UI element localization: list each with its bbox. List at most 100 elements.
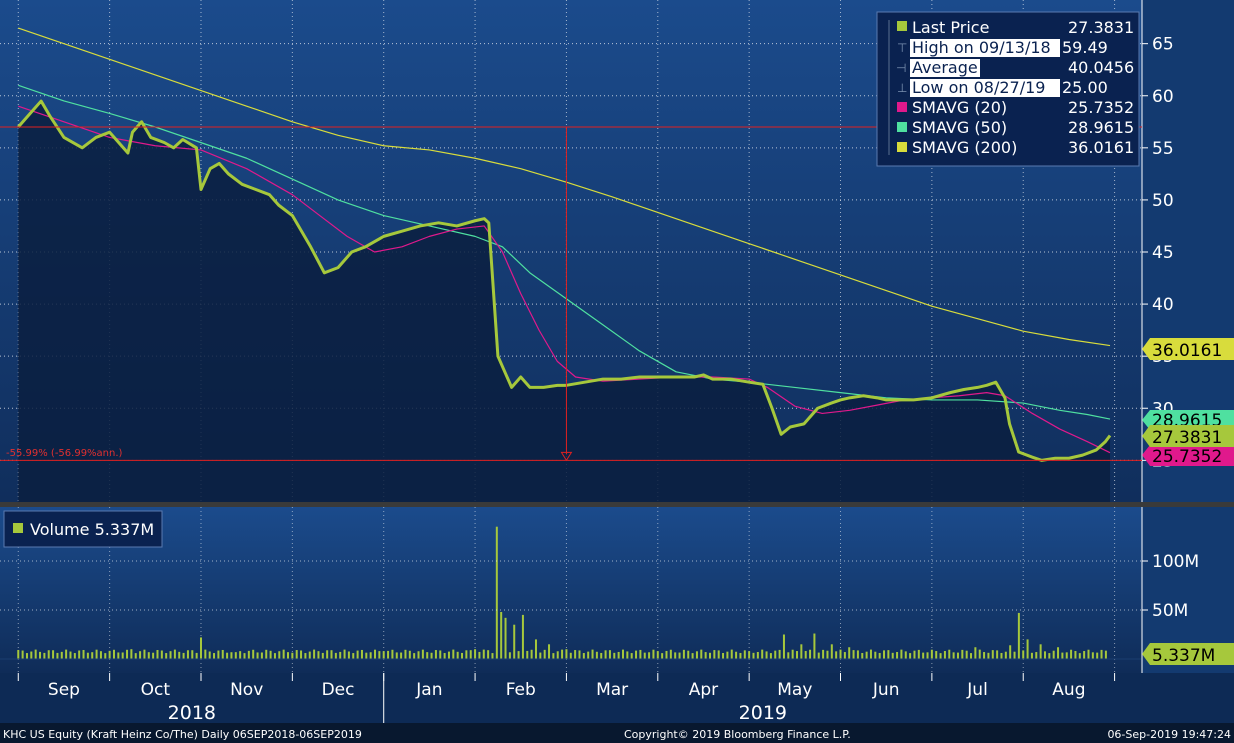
volume-bar [308,651,311,659]
volume-bar [330,650,333,659]
volume-bar [1096,652,1099,659]
volume-bar [78,650,81,659]
volume-bar [165,653,168,659]
volume-bar [691,653,694,659]
volume-bar [17,649,20,659]
legend-average-label: Average [912,58,978,77]
volume-bar [86,652,89,659]
volume-bar [621,649,624,659]
volume-bar [965,650,968,659]
price-tick-label: 40 [1152,295,1174,315]
volume-bar [1043,651,1046,659]
volume-bar [874,651,877,659]
volume-bar [904,651,907,659]
month-label: Aug [1052,680,1085,700]
volume-bar [948,649,951,659]
volume-bar [143,649,146,659]
panel-divider[interactable] [0,502,1234,507]
legend-average-value: 40.0456 [1068,58,1134,77]
volume-bar [700,649,703,659]
volume-bar [756,651,759,659]
volume-bar [574,650,577,659]
volume-bar [487,650,490,659]
volume-bar [800,644,803,659]
volume-bar [365,652,368,659]
volume-bar [613,652,616,659]
volume-bar [730,649,733,659]
legend-item-sma200[interactable]: SMAVG (200) 36.0161 [897,138,1134,157]
volume-bar [830,644,833,659]
volume-bar [987,652,990,659]
volume-bar [822,649,825,659]
legend-item-sma20[interactable]: SMAVG (20) 25.7352 [897,98,1134,117]
volume-bar [273,653,276,659]
volume-bar [300,650,303,659]
volume-bar [239,651,242,659]
volume-bar [569,652,572,659]
volume-bar [652,649,655,659]
volume-bar [565,649,568,659]
volume-bar [382,651,385,659]
volume-bar [1052,650,1055,659]
volume-bar [291,652,294,659]
volume-bar [186,650,189,659]
month-label: Dec [322,680,355,700]
volume-bar [160,650,163,659]
legend-item-last-price[interactable]: Last Price 27.3831 [897,18,1134,37]
volume-bar [21,650,24,659]
legend-last-price-label: Last Price [912,18,989,37]
badge-sma200-text: 36.0161 [1152,341,1222,361]
footer-security: KHC US Equity (Kraft Heinz Co/The) Daily… [3,728,362,741]
volume-bar [970,653,973,659]
volume-bar [1017,612,1020,659]
volume-bar [787,652,790,659]
volume-bar [465,650,468,659]
volume-bar [126,649,129,659]
volume-bar [217,650,220,659]
volume-bar [426,652,429,659]
high-marker-icon: ⊤ [897,41,907,55]
volume-bar [543,649,546,659]
volume-bar [678,652,681,659]
volume-bar [421,649,424,659]
volume-bar [635,650,638,659]
volume-bar [743,650,746,659]
legend-item-high[interactable]: ⊤ High on 09/13/18 59.49 [897,38,1108,57]
volume-bar [69,651,72,659]
volume-bar [178,651,181,659]
volume-bar [1100,649,1103,659]
volume-bar [669,649,672,659]
volume-bar [513,624,516,659]
legend-sma20-value: 25.7352 [1068,98,1134,117]
volume-bar [1013,651,1016,659]
footer-timestamp: 06-Sep-2019 19:47:24 [1107,728,1231,741]
volume-bar [791,649,794,659]
volume-bar [835,651,838,659]
volume-bar [130,649,133,659]
volume-bar [252,649,255,659]
volume-bar [595,651,598,659]
volume-bar [191,650,194,659]
volume-bar [356,650,359,659]
volume-bar [656,651,659,659]
volume-bar [804,650,807,659]
volume-bar [95,649,98,659]
volume-legend[interactable]: Volume 5.337M [3,510,163,548]
last-price-line [17,99,1112,462]
volume-bar [991,650,994,659]
volume-bar [600,652,603,659]
legend-item-sma50[interactable]: SMAVG (50) 28.9615 [897,118,1134,137]
volume-bar [769,653,772,659]
legend-low-value: 25.00 [1062,78,1108,97]
legend-item-low[interactable]: ⊥ Low on 08/27/19 25.00 [897,78,1108,97]
volume-bar [65,649,68,659]
badge-last-price-text: 27.3831 [1152,428,1222,448]
volume-bar [269,650,272,659]
volume-bar [608,650,611,659]
legend-item-average[interactable]: ⊣ Average 40.0456 [896,58,1134,77]
legend-sma200-value: 36.0161 [1068,138,1134,157]
volume-bar [643,652,646,659]
volume-bar [861,652,864,659]
legend[interactable]: Last Price 27.3831 ⊤ High on 09/13/18 59… [876,11,1140,167]
